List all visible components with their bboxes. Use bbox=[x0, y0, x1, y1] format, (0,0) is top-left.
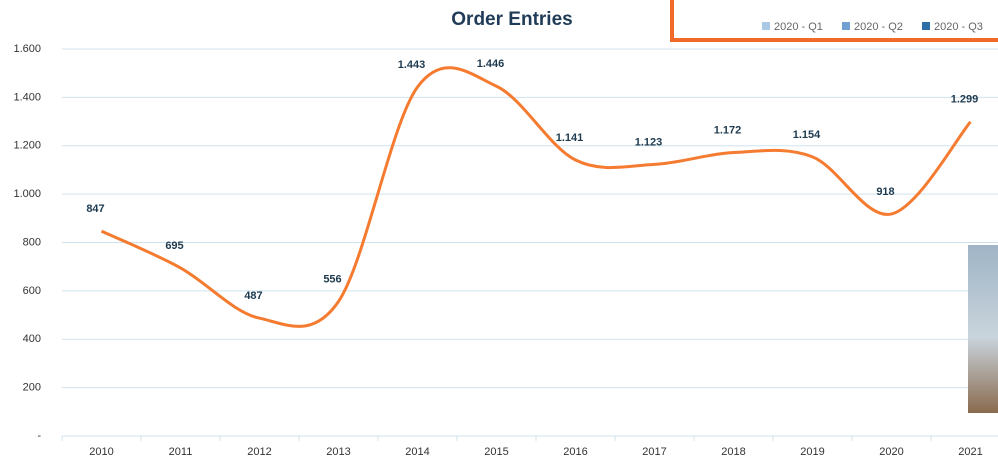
y-tick-label: 1.400 bbox=[13, 91, 41, 103]
data-label: 1.141 bbox=[556, 132, 584, 144]
x-tick-label: 2020 bbox=[879, 446, 903, 458]
x-tick-label: 2011 bbox=[169, 446, 193, 458]
x-tick-label: 2016 bbox=[563, 446, 587, 458]
y-tick-label: - bbox=[37, 430, 41, 442]
data-label: 556 bbox=[323, 273, 341, 285]
data-label: 1.123 bbox=[635, 136, 663, 148]
x-tick-label: 2019 bbox=[800, 446, 824, 458]
x-tick-label: 2018 bbox=[721, 446, 745, 458]
y-tick-label: 200 bbox=[23, 382, 41, 394]
webcam-thumbnail bbox=[968, 245, 998, 413]
data-label: 1.172 bbox=[714, 124, 742, 136]
data-label: 918 bbox=[876, 186, 894, 198]
legend-label: 2020 - Q3 bbox=[934, 21, 983, 33]
x-tick-label: 2010 bbox=[89, 446, 113, 458]
x-tick-label: 2014 bbox=[405, 446, 429, 458]
x-tick-label: 2021 bbox=[958, 446, 982, 458]
x-tick-label: 2015 bbox=[484, 446, 508, 458]
legend-label: 2020 - Q2 bbox=[854, 21, 903, 33]
legend-label: 2020 - Q1 bbox=[774, 21, 823, 33]
data-label: 1.154 bbox=[793, 129, 821, 141]
y-tick-label: 400 bbox=[23, 333, 41, 345]
legend-swatch bbox=[922, 22, 930, 30]
x-tick-label: 2017 bbox=[642, 446, 666, 458]
data-label: 847 bbox=[86, 203, 104, 215]
data-label: 1.299 bbox=[951, 94, 979, 106]
data-label: 1.443 bbox=[398, 59, 426, 71]
y-tick-label: 1.600 bbox=[13, 43, 41, 55]
y-tick-label: 800 bbox=[23, 236, 41, 248]
x-tick-label: 2012 bbox=[247, 446, 271, 458]
y-tick-label: 1.200 bbox=[13, 140, 41, 152]
data-label: 1.446 bbox=[477, 58, 505, 70]
y-tick-label: 600 bbox=[23, 285, 41, 297]
chart-title: Order Entries bbox=[451, 9, 572, 30]
x-tick-label: 2013 bbox=[326, 446, 350, 458]
data-label: 695 bbox=[165, 240, 183, 252]
y-tick-label: 1.000 bbox=[13, 188, 41, 200]
overlay-panel: 2020 - Q1 2020 - Q2 2020 - Q3 bbox=[670, 0, 998, 42]
line bbox=[100, 66, 972, 328]
legend-swatch bbox=[842, 22, 850, 30]
legend-swatch bbox=[762, 22, 770, 30]
data-label: 487 bbox=[244, 290, 262, 302]
overlay-frame bbox=[670, 0, 998, 42]
